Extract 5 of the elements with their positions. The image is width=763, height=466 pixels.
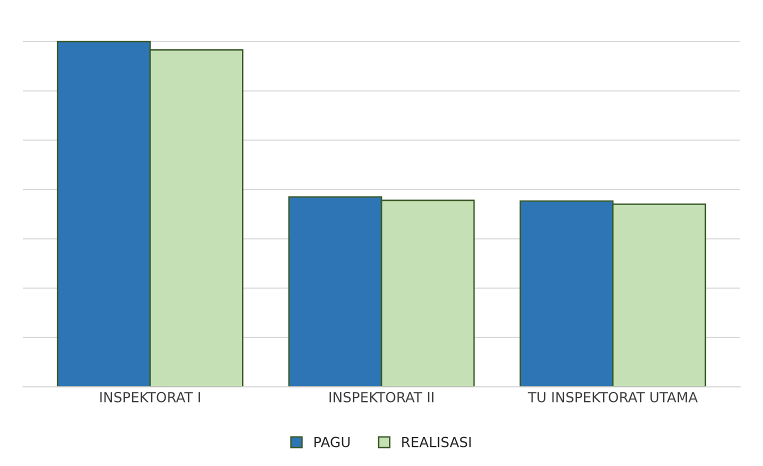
legend-label: REALISASI (402, 436, 471, 448)
x-tick-label: INSPEKTORAT II (330, 392, 434, 402)
legend-label: PAGU (314, 436, 350, 448)
x-tick-label: TU INSPEKTORAT UTAMA (528, 392, 698, 402)
x-tick-label: INSPEKTORAT I (100, 392, 200, 402)
